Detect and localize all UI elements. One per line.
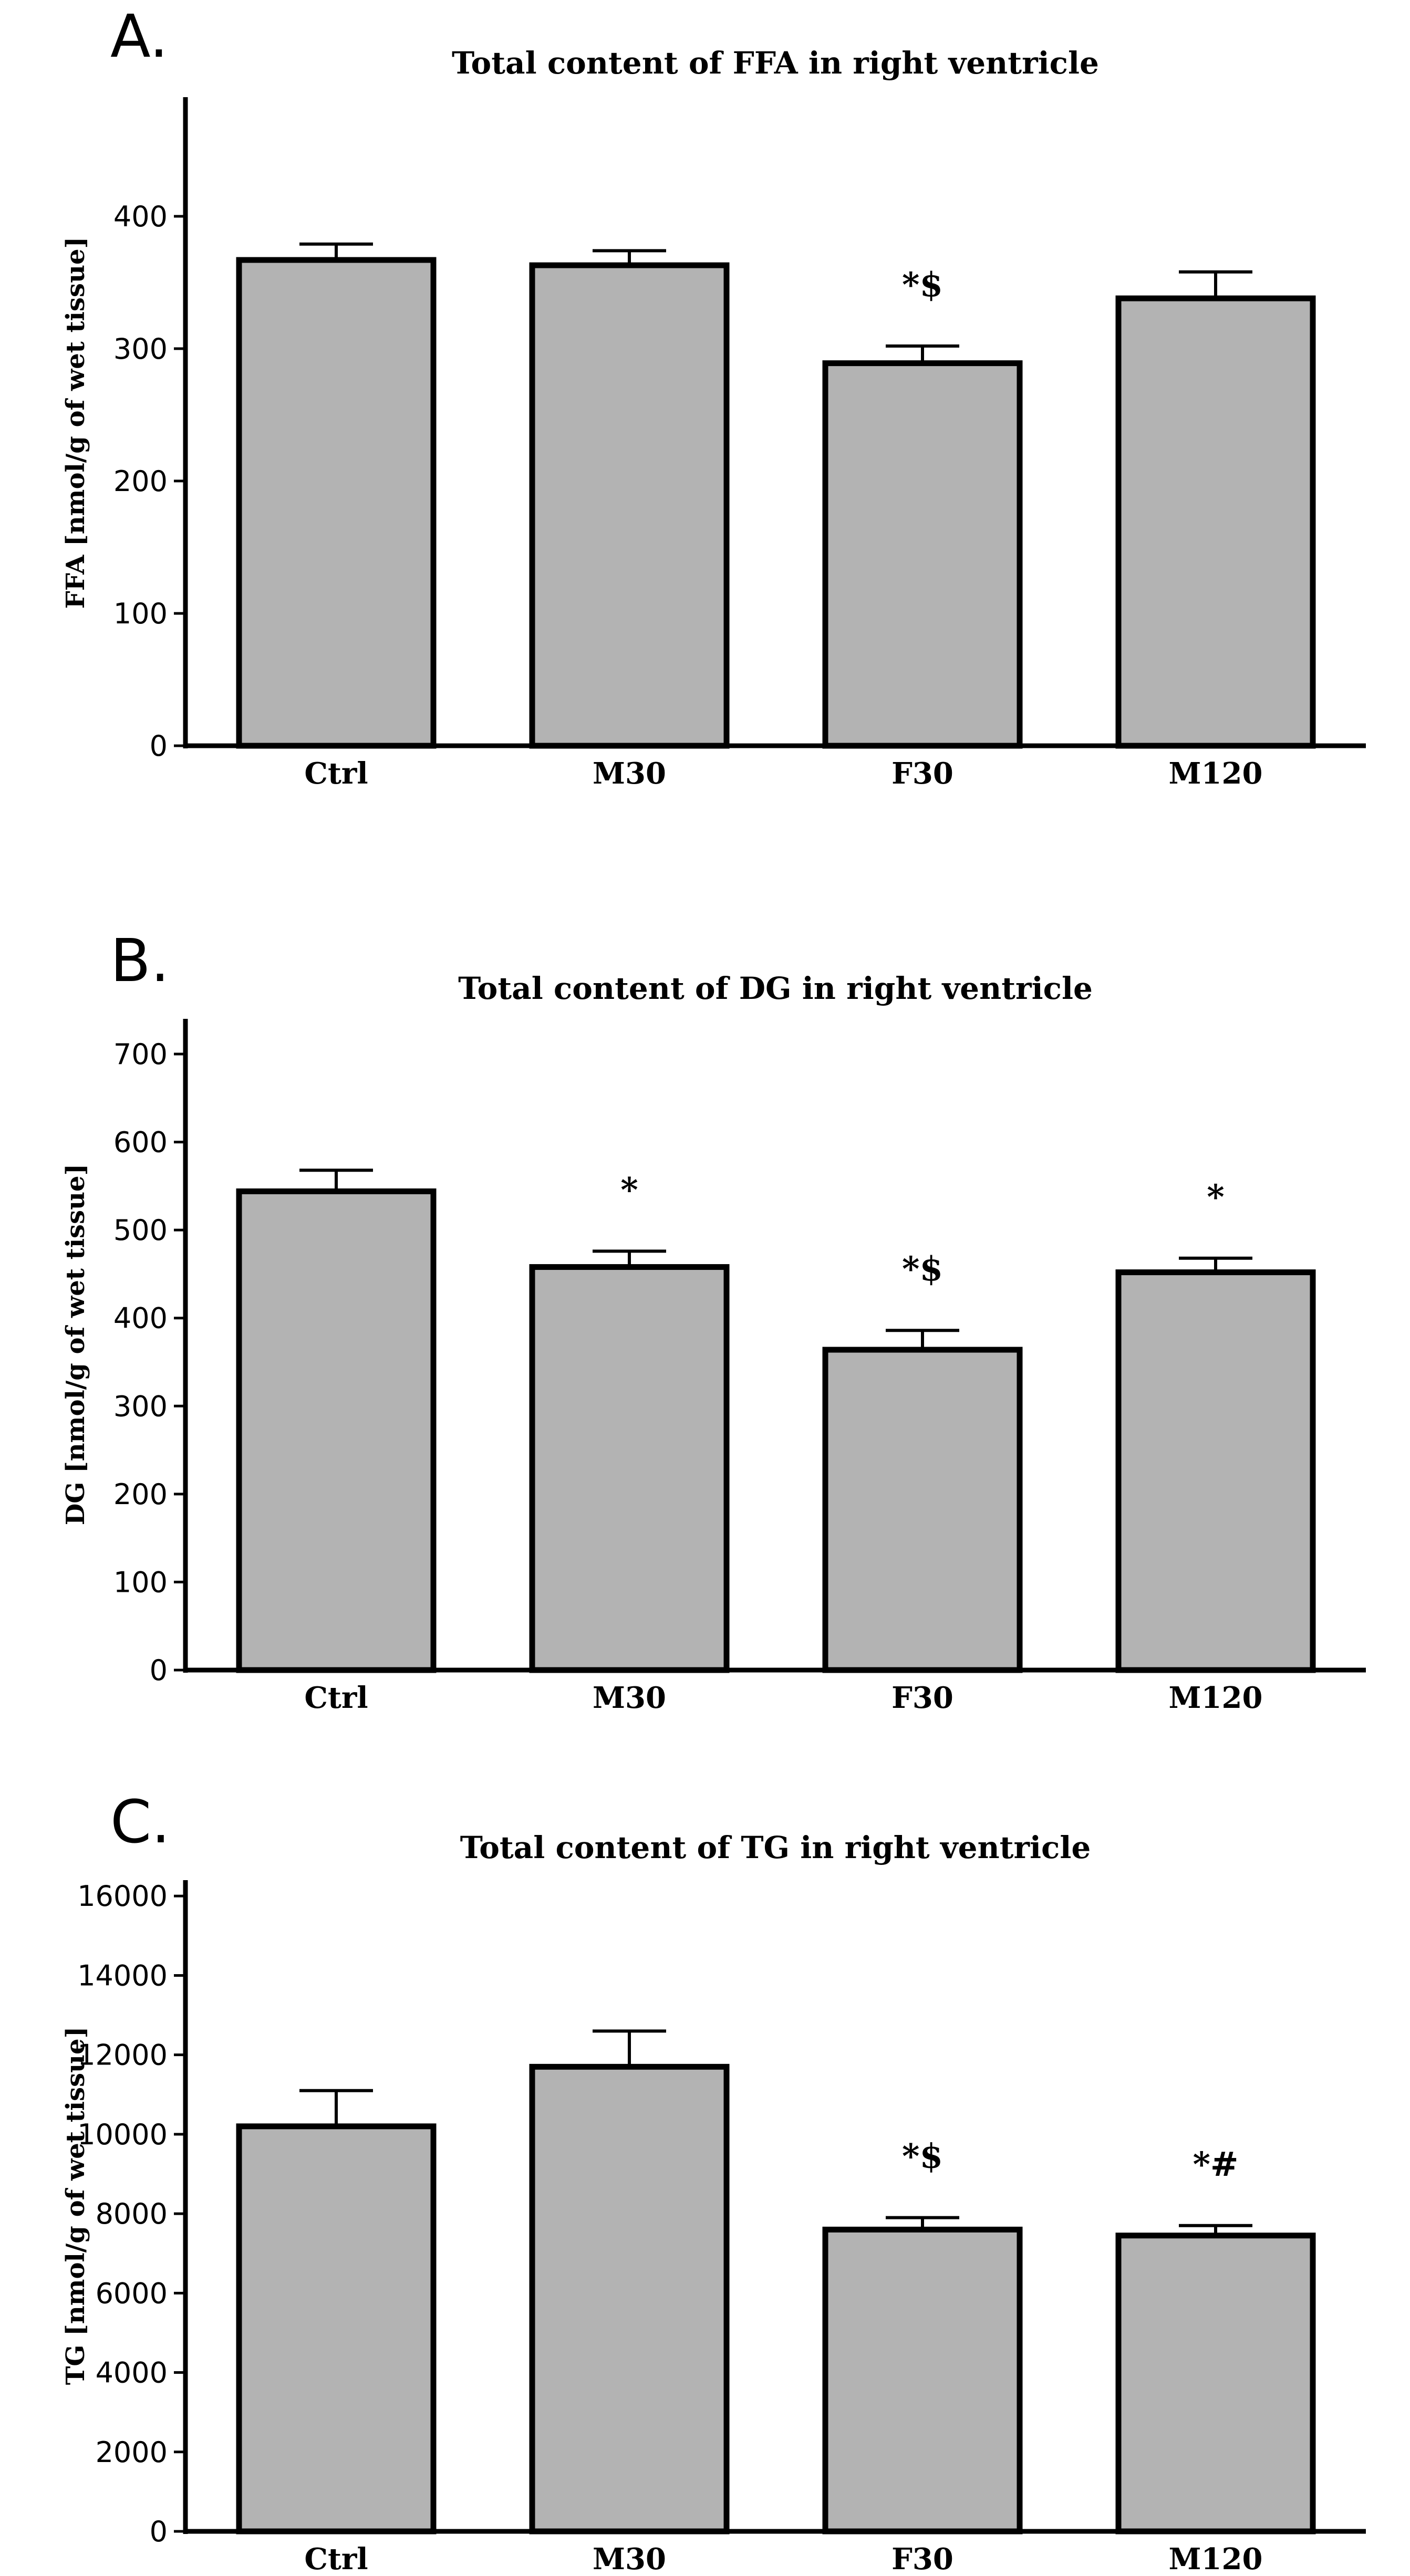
bar bbox=[822, 2226, 1023, 2535]
y-axis-label: DG [nmol/g of wet tissue] bbox=[61, 1164, 90, 1526]
y-tick-label: 8000 bbox=[96, 2197, 168, 2230]
y-tick-label: 14000 bbox=[77, 1959, 168, 1992]
y-tick-label: 16000 bbox=[77, 1880, 168, 1913]
chart-title: Total content of DG in right ventricle bbox=[458, 971, 1093, 1006]
y-tick-label: 4000 bbox=[96, 2356, 168, 2390]
x-tick-label: Ctrl bbox=[304, 756, 368, 791]
y-tick-label: 12000 bbox=[77, 2039, 168, 2072]
x-tick-label: M30 bbox=[593, 756, 666, 791]
significance-label: *# bbox=[1193, 2145, 1238, 2184]
panel-letter: C. bbox=[110, 1788, 170, 1857]
bar bbox=[236, 1188, 437, 1673]
panel-letter: B. bbox=[110, 927, 169, 995]
bar bbox=[529, 2063, 730, 2535]
significance-label: *$ bbox=[902, 2137, 943, 2176]
y-tick-label: 0 bbox=[150, 2515, 168, 2548]
y-tick-label: 200 bbox=[113, 465, 168, 498]
x-tick-label: F30 bbox=[891, 2542, 953, 2576]
x-tick-label: F30 bbox=[891, 756, 953, 791]
x-tick-label: M120 bbox=[1169, 756, 1263, 791]
x-tick-label: Ctrl bbox=[304, 2542, 368, 2576]
y-tick-label: 10000 bbox=[77, 2118, 168, 2151]
bar bbox=[822, 360, 1023, 749]
y-tick-label: 400 bbox=[113, 200, 168, 233]
chart-title: Total content of FFA in right ventricle bbox=[452, 45, 1099, 81]
significance-label: * bbox=[620, 1170, 638, 1209]
chart-title: Total content of TG in right ventricle bbox=[460, 1830, 1091, 1865]
y-tick-label: 600 bbox=[113, 1126, 168, 1159]
y-tick-label: 100 bbox=[113, 1566, 168, 1599]
x-tick-label: Ctrl bbox=[304, 1681, 368, 1715]
y-tick-label: 2000 bbox=[96, 2436, 168, 2469]
x-tick-label: F30 bbox=[891, 1681, 953, 1715]
x-tick-label: M120 bbox=[1169, 1681, 1263, 1715]
y-tick-label: 500 bbox=[113, 1214, 168, 1247]
panel-letter: A. bbox=[110, 3, 168, 71]
significance-label: * bbox=[1207, 1177, 1224, 1217]
y-tick-label: 0 bbox=[150, 1654, 168, 1687]
bar bbox=[529, 262, 730, 749]
y-tick-label: 700 bbox=[113, 1038, 168, 1071]
y-axis-label: TG [nmol/g of wet tissue] bbox=[61, 2027, 90, 2385]
bar bbox=[1115, 295, 1316, 749]
bar bbox=[1115, 1269, 1316, 1673]
x-tick-label: M120 bbox=[1169, 2542, 1263, 2576]
x-tick-label: M30 bbox=[593, 2542, 666, 2576]
y-tick-label: 400 bbox=[113, 1302, 168, 1335]
y-tick-label: 100 bbox=[113, 597, 168, 630]
bar bbox=[236, 257, 437, 749]
bar bbox=[529, 1264, 730, 1673]
y-axis-label: FFA [nmol/g of wet tissue] bbox=[61, 237, 90, 609]
y-tick-label: 6000 bbox=[96, 2277, 168, 2310]
y-tick-label: 200 bbox=[113, 1478, 168, 1511]
significance-label: *$ bbox=[902, 1249, 943, 1289]
bar bbox=[1115, 2233, 1316, 2535]
bar bbox=[822, 1347, 1023, 1673]
y-tick-label: 0 bbox=[150, 729, 168, 763]
bar bbox=[236, 2123, 437, 2535]
y-tick-label: 300 bbox=[113, 1390, 168, 1423]
significance-label: *$ bbox=[902, 265, 943, 305]
x-tick-label: M30 bbox=[593, 1681, 666, 1715]
y-tick-label: 300 bbox=[113, 332, 168, 366]
